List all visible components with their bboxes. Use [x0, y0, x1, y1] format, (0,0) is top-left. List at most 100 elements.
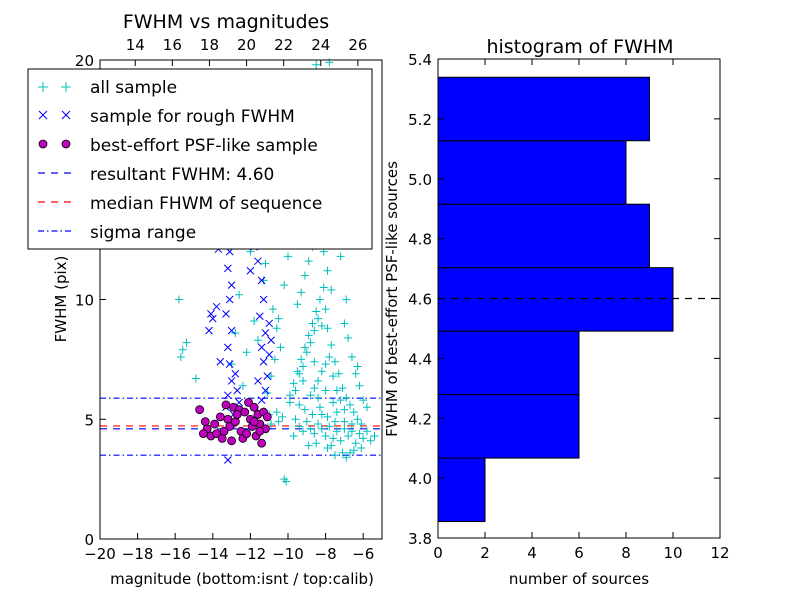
scatter-point-s2-18 — [240, 407, 250, 417]
scatter-point-s0-60 — [323, 324, 332, 333]
scatter-point-s0-110 — [268, 305, 277, 314]
scatter-point-s1-33 — [259, 357, 268, 366]
top-xtick-label: 14 — [126, 36, 145, 54]
scatter-point-s0-61 — [327, 341, 336, 350]
right-ytick-label: 4.6 — [408, 291, 432, 309]
scatter-point-s0-112 — [276, 343, 285, 352]
scatter-point-s0-49 — [319, 283, 328, 292]
top-xtick-label: 26 — [348, 36, 367, 54]
scatter-point-s0-147 — [327, 441, 336, 450]
scatter-point-s0-123 — [351, 369, 360, 378]
fwhm-vs-magnitude-plot: FWHM vs magnitudes −20 −18 −16 −14 −12 −10 −8−… — [27, 11, 383, 588]
scatter-point-s1-7 — [225, 295, 234, 304]
scatter-point-s0-65 — [342, 393, 351, 402]
scatter-point-s0-25 — [340, 424, 349, 433]
right-xtick-label: 10 — [663, 544, 682, 562]
right-y-axis-label: FWHM of best-effort PSF-like sources — [383, 161, 401, 437]
scatter-point-s2-22 — [249, 402, 259, 412]
left-xtick-label: −12 — [235, 545, 267, 563]
scatter-point-s0-124 — [355, 381, 364, 390]
scatter-point-s0-81 — [297, 288, 306, 297]
scatter-point-s0-115 — [267, 372, 276, 381]
scatter-point-s0-114 — [270, 355, 279, 364]
scatter-point-s0-15 — [302, 417, 311, 426]
scatter-point-s0-120 — [340, 319, 349, 328]
scatter-point-s0-113 — [274, 314, 283, 323]
scatter-point-s0-16 — [306, 424, 315, 433]
scatter-point-s2-33 — [232, 410, 242, 419]
scatter-point-s0-71 — [310, 384, 319, 393]
top-xtick-label: 16 — [163, 36, 182, 54]
scatter-point-s1-35 — [261, 386, 270, 395]
right-ytick-label: 3.8 — [408, 530, 432, 548]
left-plot-legend: all sample sample for rough FWHM best-ef… — [27, 68, 373, 250]
scatter-point-s2-14 — [230, 417, 240, 427]
scatter-point-s0-34 — [338, 448, 347, 457]
right-xtick-label: 4 — [527, 544, 537, 562]
scatter-point-s0-62 — [331, 357, 339, 366]
right-plot-ticks: 0 2 4 6 8 10 12 3.8 4.0 4.2 4.4 4.6 4.8 5.0 5.2 5.4 — [408, 51, 729, 562]
scatter-point-s0-156 — [340, 417, 349, 426]
right-ytick-label: 4.0 — [408, 470, 432, 488]
scatter-point-s0-18 — [314, 420, 323, 429]
legend-label-all-sample: all sample — [90, 78, 177, 98]
scatter-point-s0-31 — [362, 427, 371, 436]
scatter-point-s0-118 — [261, 259, 270, 268]
scatter-point-s0-43 — [297, 355, 306, 364]
scatter-point-s2-8 — [217, 434, 227, 443]
scatter-point-s0-127 — [353, 362, 362, 371]
scatter-point-s0-58 — [317, 321, 326, 330]
scatter-point-s1-5 — [223, 264, 232, 273]
scatter-point-s0-76 — [329, 372, 338, 381]
scatter-point-s1-31 — [261, 329, 270, 337]
scatter-point-s1-21 — [207, 310, 215, 318]
scatter-point-s0-80 — [293, 300, 302, 309]
scatter-point-s0-74 — [321, 360, 330, 369]
scatter-point-s1-23 — [231, 369, 240, 378]
scatter-point-s2-3 — [198, 429, 208, 439]
left-ytick-label: 10 — [75, 292, 94, 310]
legend-marker-rough-sample — [38, 110, 71, 120]
scatter-point-s0-92 — [284, 252, 292, 261]
scatter-point-s0-53 — [299, 362, 308, 371]
scatter-point-s0-73 — [317, 367, 326, 376]
scatter-point-s0-4 — [191, 374, 200, 383]
scatter-point-s0-148 — [346, 448, 355, 457]
scatter-point-s0-35 — [331, 451, 339, 460]
scatter-point-s0-111 — [272, 324, 281, 333]
right-xtick-label: 2 — [480, 544, 490, 562]
legend-label-median-fwhm: median FHWM of sequence — [90, 194, 322, 214]
right-ytick-label: 5.2 — [408, 111, 432, 129]
scatter-point-s0-6 — [267, 420, 276, 429]
right-plot-data — [437, 76, 720, 523]
scatter-point-s0-54 — [302, 348, 311, 357]
left-xtick-label: −20 — [84, 545, 116, 563]
scatter-point-s0-158 — [317, 424, 326, 433]
scatter-point-s0-2 — [178, 345, 187, 354]
scatter-point-s2-30 — [249, 417, 259, 427]
scatter-point-s2-0 — [195, 405, 205, 415]
scatter-point-s0-28 — [351, 439, 360, 448]
right-xtick-label: 12 — [710, 544, 729, 562]
scatter-point-s2-1 — [200, 417, 210, 427]
scatter-point-s1-6 — [227, 281, 236, 289]
scatter-point-s0-9 — [278, 412, 287, 421]
scatter-point-s0-3 — [176, 352, 185, 361]
scatter-point-s0-64 — [338, 384, 347, 393]
scatter-point-s0-89 — [327, 285, 336, 294]
scatter-point-s0-142 — [323, 412, 332, 421]
legend-label-sigma-range: sigma range — [90, 223, 196, 243]
scatter-point-s0-51 — [291, 386, 300, 395]
scatter-point-s0-149 — [357, 443, 366, 452]
left-x-axis-label: magnitude (bottom:isnt / top:calib) — [110, 570, 374, 588]
histogram-bar-5 — [437, 140, 627, 205]
scatter-point-s1-34 — [263, 372, 272, 380]
scatter-point-s2-9 — [221, 400, 231, 410]
scatter-point-s0-40 — [285, 391, 294, 400]
scatter-point-s0-17 — [310, 429, 319, 438]
scatter-point-s0-131 — [231, 329, 240, 338]
scatter-point-s0-44 — [300, 343, 309, 352]
left-xtick-label: −18 — [122, 545, 154, 563]
scatter-point-s1-26 — [216, 357, 225, 366]
scatter-point-s0-48 — [315, 295, 324, 304]
